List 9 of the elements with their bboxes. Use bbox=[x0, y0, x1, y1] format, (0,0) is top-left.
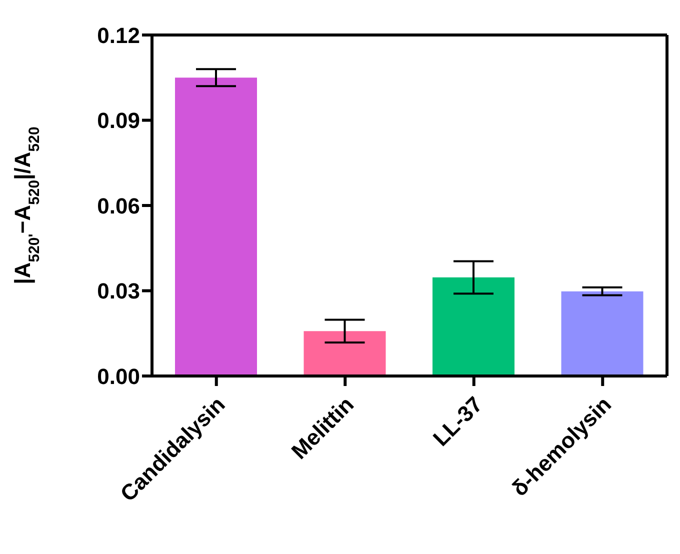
y-tick-label: 0.12 bbox=[97, 22, 140, 48]
y-tick-label: 0.03 bbox=[97, 278, 140, 304]
bar bbox=[175, 78, 257, 376]
y-tick-label: 0.06 bbox=[97, 193, 140, 218]
bar bbox=[561, 291, 644, 376]
bar bbox=[304, 331, 386, 376]
y-tick-label: 0.00 bbox=[97, 364, 140, 389]
y-tick-label: 0.09 bbox=[97, 108, 140, 134]
bar bbox=[432, 277, 514, 376]
